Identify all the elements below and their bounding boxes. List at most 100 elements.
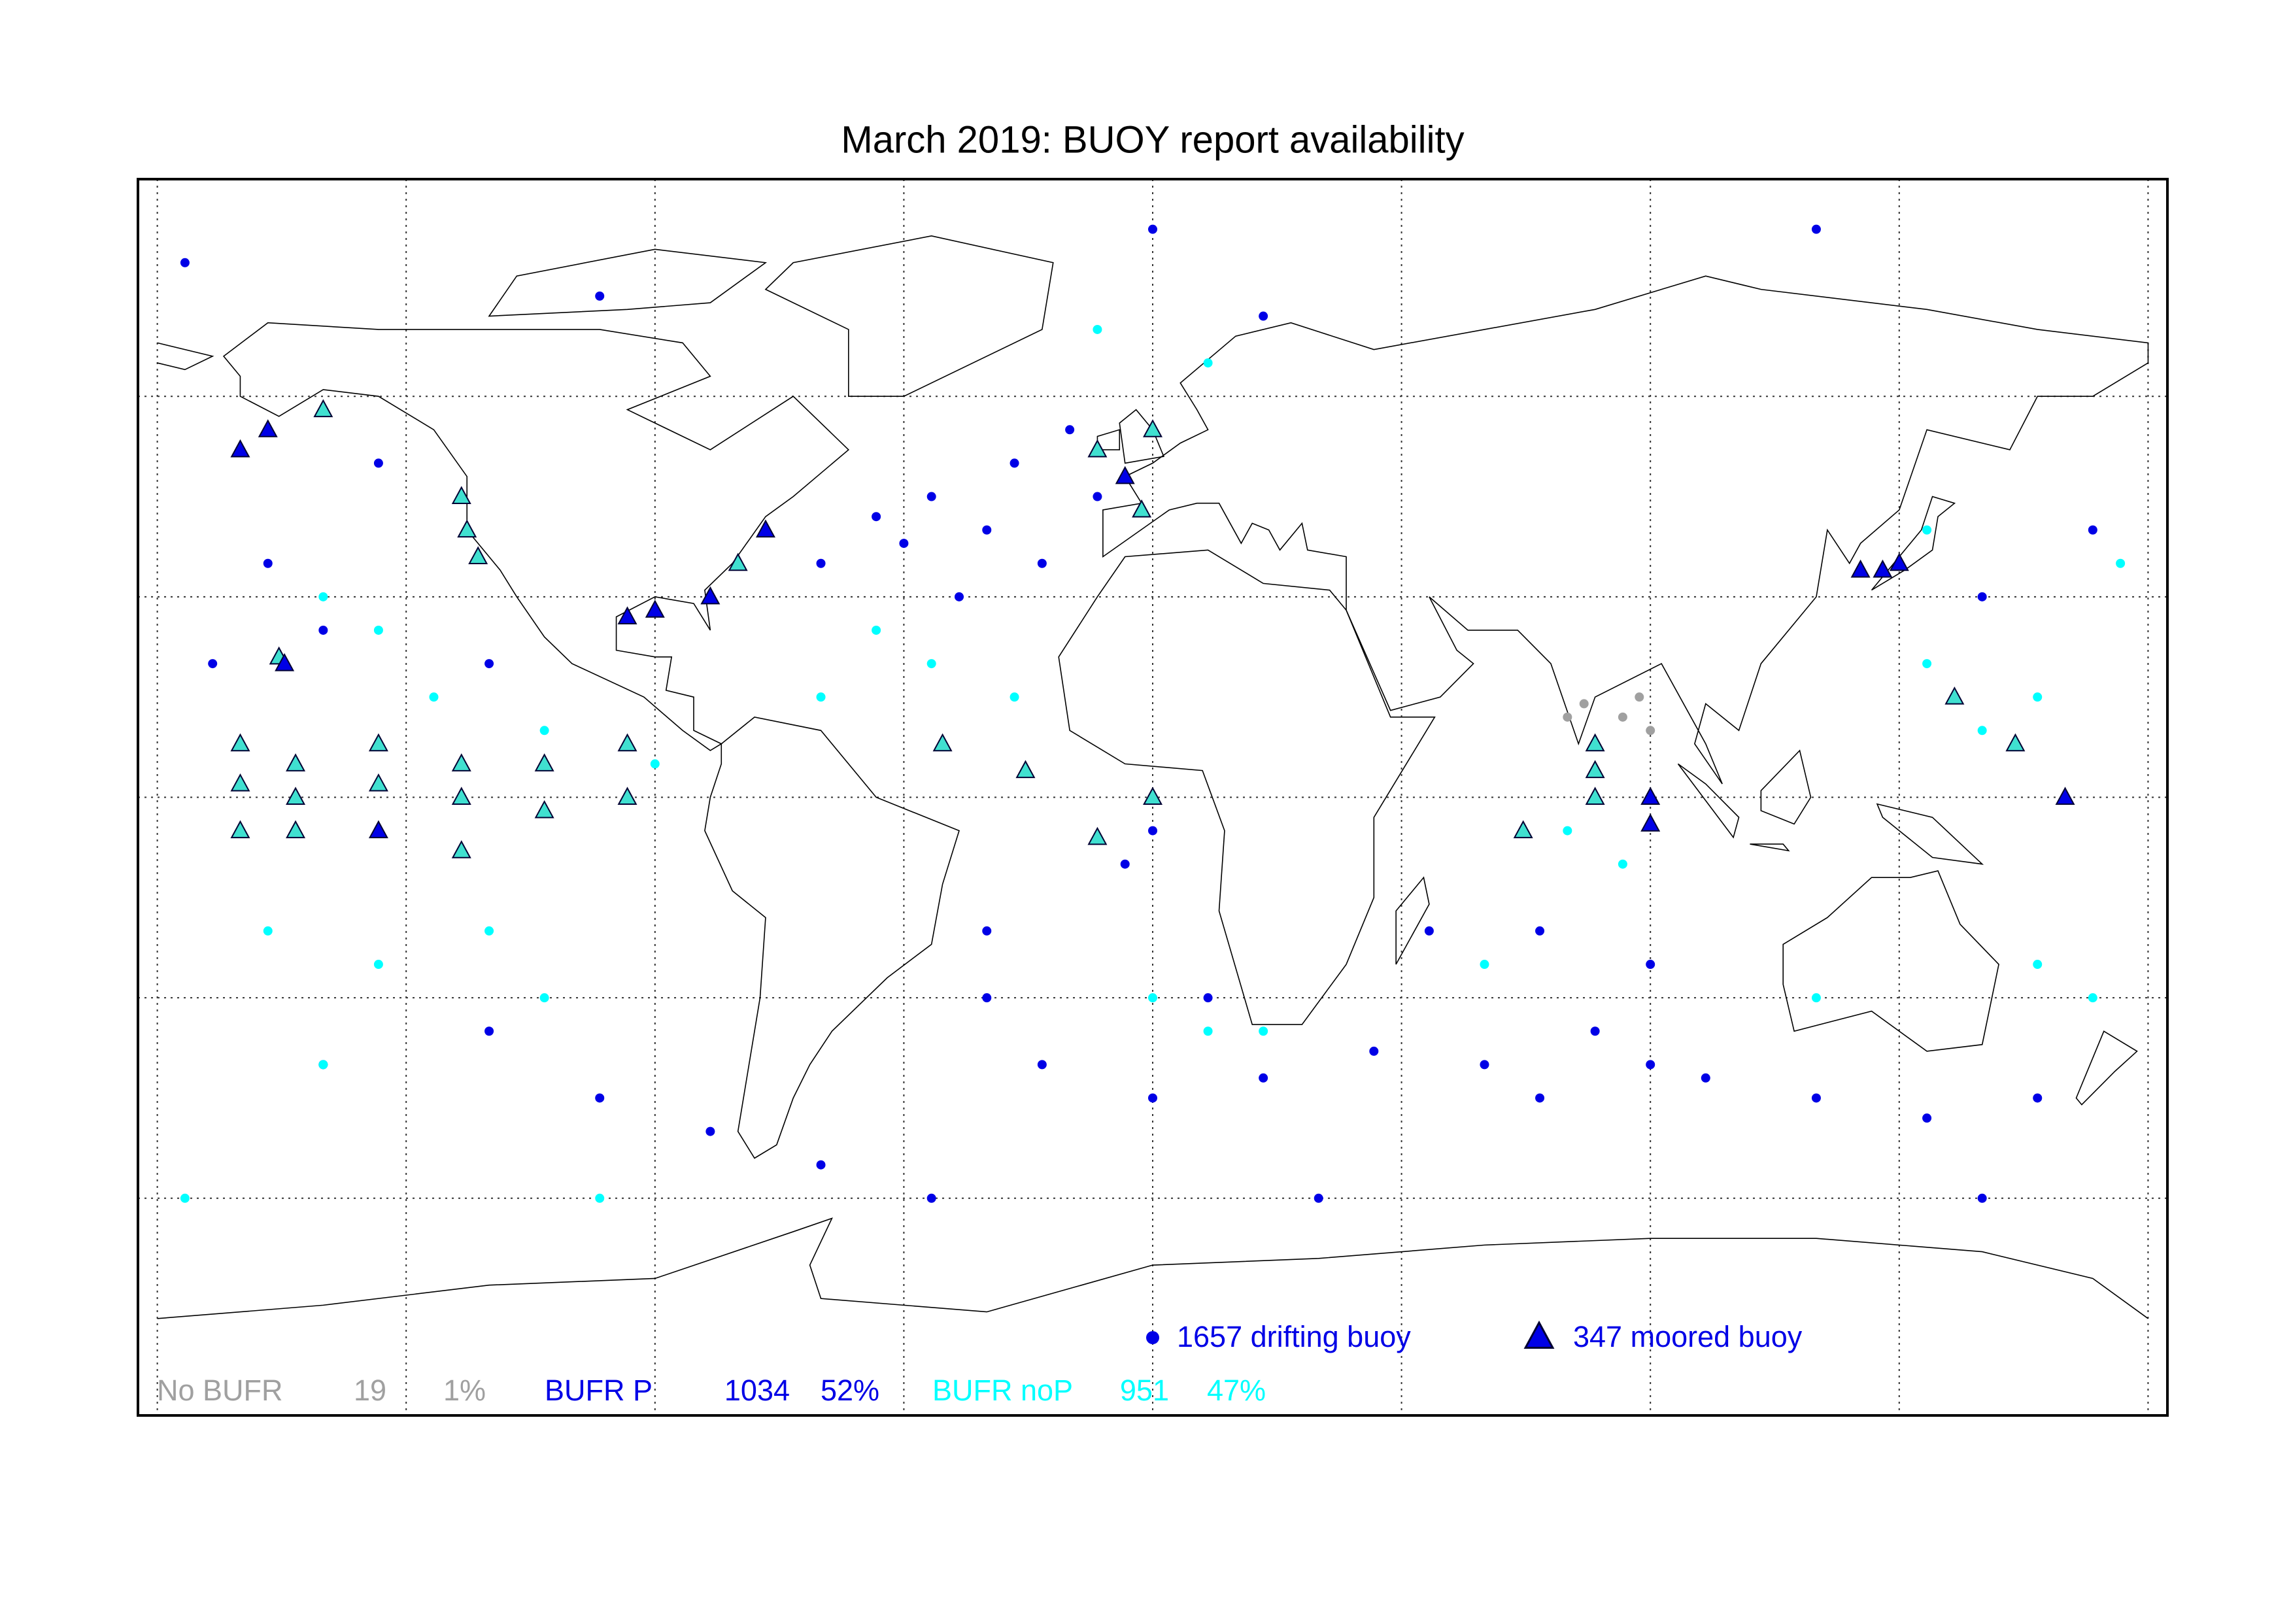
moored-buoy — [645, 600, 665, 618]
drifting-buoy — [1203, 1026, 1213, 1036]
drifting-buoy — [1203, 993, 1213, 1003]
moored-buoy — [286, 753, 306, 771]
moored-buoy — [286, 787, 306, 805]
drifting-buoy — [1259, 311, 1268, 321]
drifting-buoy — [2088, 525, 2097, 535]
drifting-buoy — [484, 1026, 494, 1036]
stats-row: No BUFR 19 1% BUFR P 1034 52% BUFR noP 951 47% — [157, 1374, 1266, 1407]
drifting-buoy — [1977, 726, 1987, 736]
drifting-buoy — [318, 625, 328, 635]
moored-buoy — [617, 606, 637, 625]
moored-buoy — [1640, 787, 1661, 805]
drifting-buoy — [1480, 960, 1489, 970]
drifting-buoy — [1590, 1026, 1600, 1036]
drifting-buoy — [484, 926, 494, 936]
moored-buoy — [451, 787, 471, 805]
moored-buoy — [230, 439, 250, 458]
drifting-buoy — [1811, 1093, 1821, 1103]
drifting-buoy — [926, 492, 936, 501]
drifting-buoy — [1480, 1060, 1489, 1070]
moored-buoy — [230, 820, 250, 839]
moored-buoy — [932, 733, 953, 752]
moored-buoy — [617, 733, 637, 752]
drifting-buoy — [1093, 324, 1102, 334]
drifting-buoy — [1424, 926, 1434, 936]
moored-buoy — [1585, 787, 1605, 805]
moored-buoy — [275, 652, 295, 671]
drifting-buoy — [318, 592, 328, 601]
moored-buoy — [1640, 813, 1661, 832]
drifting-buoy — [595, 291, 605, 301]
moored-buoy — [1087, 826, 1108, 845]
legend-symbol — [1146, 1331, 1159, 1344]
drifting-buoy — [1535, 1093, 1545, 1103]
drifting-buoy — [926, 659, 936, 669]
stat-percent: 52% — [821, 1374, 879, 1407]
drifting-buoy — [1646, 726, 1655, 736]
drifting-buoy — [816, 692, 826, 702]
moored-buoy — [468, 546, 488, 565]
moored-buoy — [728, 552, 748, 571]
drifting-buoy — [1259, 1026, 1268, 1036]
drifting-buoy — [1701, 1073, 1710, 1083]
moored-buoy — [1850, 559, 1871, 578]
drifting-buoy — [539, 726, 549, 736]
drifting-buoy — [484, 659, 494, 669]
moored-buoy — [368, 733, 388, 752]
moored-buoy — [534, 800, 554, 819]
drifting-buoy — [263, 926, 273, 936]
drifting-buoy — [1203, 358, 1213, 368]
drifting-buoy — [2033, 692, 2043, 702]
moored-buoy — [1873, 559, 1893, 578]
moored-buoy — [313, 399, 333, 418]
legend-label: 347 moored buoy — [1573, 1320, 1803, 1353]
drifting-buoy — [1535, 926, 1545, 936]
drifting-buoy — [1618, 859, 1627, 869]
drifting-buoy — [1148, 993, 1157, 1003]
moored-buoy — [230, 773, 250, 792]
drifting-buoy — [1148, 1093, 1157, 1103]
moored-buoy — [755, 519, 775, 538]
drifting-buoy — [429, 692, 439, 702]
drifting-buoy — [1922, 659, 1932, 669]
drifting-buoy — [982, 993, 992, 1003]
drifting-buoy — [180, 258, 190, 267]
drifting-buoy — [263, 558, 273, 568]
moored-buoy — [1889, 552, 1909, 571]
drifting-buoy — [1563, 712, 1572, 722]
title: March 2019: BUOY report availability — [841, 118, 1464, 161]
drifting-buoy — [2088, 993, 2097, 1003]
drifting-buoy — [650, 759, 660, 769]
drifting-buoy — [1065, 425, 1075, 435]
drifting-buoy — [1120, 859, 1130, 869]
moored-buoy — [368, 773, 388, 792]
stat-count: 951 — [1120, 1374, 1169, 1407]
stat-percent: 1% — [443, 1374, 486, 1407]
drifting-buoy — [1646, 1060, 1655, 1070]
drifting-buoy — [373, 625, 383, 635]
drifting-buoy — [373, 458, 383, 468]
map-frame — [137, 178, 2169, 1417]
legend: 1657 drifting buoy 347 moored buoy — [1146, 1320, 1803, 1353]
drifting-buoy — [1922, 525, 1932, 535]
moored-buoy — [1115, 465, 1135, 484]
drifting-buoy — [1037, 558, 1047, 568]
drifting-buoy — [1314, 1193, 1323, 1203]
drifting-buoy — [1148, 224, 1157, 234]
drifting-buoy — [1093, 492, 1102, 501]
moored-buoy — [1585, 733, 1605, 752]
moored-buoy — [451, 486, 471, 505]
stat-label: No BUFR — [157, 1374, 283, 1407]
drifting-buoy — [2033, 1093, 2043, 1103]
drifting-buoy — [1646, 960, 1655, 970]
drifting-buoy — [705, 1126, 715, 1136]
moored-buoy — [368, 820, 388, 839]
moored-buoy — [1143, 419, 1162, 437]
moored-buoy — [258, 419, 278, 437]
drifting-buoy — [1563, 826, 1572, 836]
drifting-buoy — [899, 539, 909, 549]
drifting-buoy — [1010, 692, 1019, 702]
drifting-buoy — [954, 592, 964, 601]
drifting-buoy — [1579, 699, 1589, 709]
moored-buoy — [457, 519, 477, 538]
